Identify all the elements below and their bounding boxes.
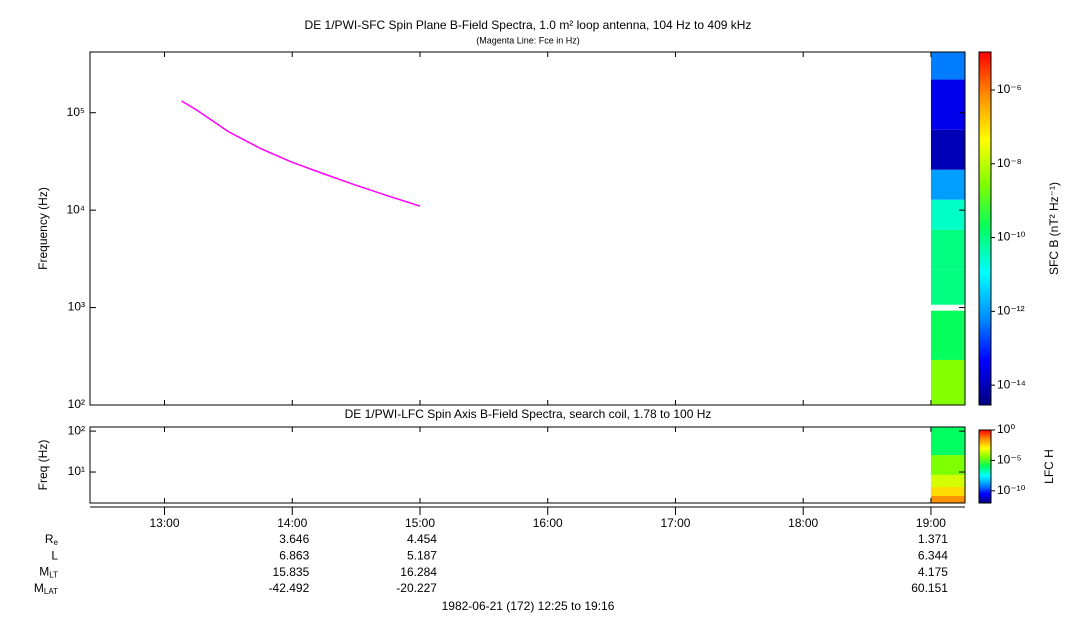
ephemeris-value: 6.344 (918, 548, 948, 562)
panel-subtitle: (Magenta Line: Fce in Hz) (476, 35, 580, 45)
spectrogram-cell (930, 52, 965, 80)
colorbar-tick-label: 10⁻¹⁴ (997, 377, 1026, 391)
y-tick-label: 10³ (68, 300, 85, 314)
ephemeris-value: -42.492 (269, 581, 310, 595)
spectrogram-cell (930, 495, 965, 503)
ephemeris-label: Re (45, 532, 59, 547)
ephemeris-name: R (45, 532, 54, 546)
colorbar (978, 51, 992, 406)
y-tick-label: 10⁵ (67, 105, 85, 119)
spectrogram-cell (930, 310, 965, 360)
spectrogram-cell (930, 229, 965, 270)
spectrogram-cell (930, 169, 965, 200)
y-tick-label: 10² (68, 397, 85, 411)
spectrogram-cell (930, 487, 965, 496)
x-tick-label: 17:00 (660, 516, 690, 530)
spectrogram-cell (930, 129, 965, 170)
spectrogram-cell (930, 427, 965, 456)
x-tick-label: 15:00 (405, 516, 435, 530)
ephemeris-value: 16.284 (400, 565, 437, 579)
colorbar-tick-label: 10⁰ (997, 422, 1015, 436)
ephemeris-sub: LAT (44, 587, 58, 596)
colorbar-tick-label: 10⁻¹² (997, 304, 1025, 318)
spectrogram-cell (930, 455, 965, 475)
panel-title: DE 1/PWI-LFC Spin Axis B-Field Spectra, … (345, 407, 712, 421)
x-tick-label: 14:00 (277, 516, 307, 530)
plot-frame (89, 426, 966, 504)
ephemeris-value: 5.187 (407, 548, 437, 562)
ephemeris-value: 3.646 (279, 532, 309, 546)
ephemeris-label: MLT (39, 565, 58, 580)
ephemeris-value: 15.835 (273, 565, 310, 579)
spectrogram-cell (930, 269, 965, 305)
ephemeris-value: 4.175 (918, 565, 948, 579)
fce-line (181, 100, 421, 207)
footer: 1982-06-21 (172) 12:25 to 19:16 (442, 599, 615, 613)
plot-frame (89, 51, 966, 406)
y-tick-label: 10¹ (68, 464, 85, 478)
ephemeris-value: -20.227 (396, 581, 437, 595)
spectrogram-cell (930, 359, 965, 405)
ephemeris-label: L (51, 548, 58, 562)
x-tick-label: 16:00 (533, 516, 563, 530)
ephemeris-value: 60.151 (911, 581, 948, 595)
colorbar-tick-label: 10⁻⁵ (997, 453, 1022, 467)
colorbar-tick-label: 10⁻⁸ (997, 156, 1022, 170)
ephemeris-name: M (39, 565, 49, 579)
x-tick-label: 19:00 (916, 516, 946, 530)
colorbar-label: SFC B (nT² Hz⁻¹) (1047, 182, 1061, 275)
x-tick-label: 13:00 (149, 516, 179, 530)
x-tick-label: 18:00 (788, 516, 818, 530)
ephemeris-name: L (51, 548, 58, 562)
colorbar-tick-label: 10⁻¹⁰ (997, 483, 1026, 497)
colorbar-tick-label: 10⁻¹⁰ (997, 230, 1026, 244)
colorbar-label: LFC H (1042, 449, 1056, 484)
spectrogram-cell (930, 474, 965, 488)
ephemeris-label: MLAT (34, 581, 58, 596)
colorbar-tick-label: 10⁻⁶ (997, 82, 1022, 96)
ephemeris-sub: LT (49, 571, 58, 580)
panel-title: DE 1/PWI-SFC Spin Plane B-Field Spectra,… (305, 18, 752, 32)
y-tick-label: 10⁴ (66, 202, 85, 216)
spectrogram-cell (930, 79, 965, 130)
y-axis-label: Frequency (Hz) (36, 187, 50, 270)
ephemeris-value: 4.454 (407, 532, 437, 546)
spectrogram-cell (930, 199, 965, 230)
y-tick-label: 10² (68, 423, 85, 437)
ephemeris-name: M (34, 581, 44, 595)
ephemeris-value: 1.371 (918, 532, 948, 546)
ephemeris-value: 6.863 (279, 548, 309, 562)
ephemeris-sub: e (54, 538, 59, 547)
y-axis-label: Freq (Hz) (36, 440, 50, 491)
colorbar (978, 429, 992, 504)
